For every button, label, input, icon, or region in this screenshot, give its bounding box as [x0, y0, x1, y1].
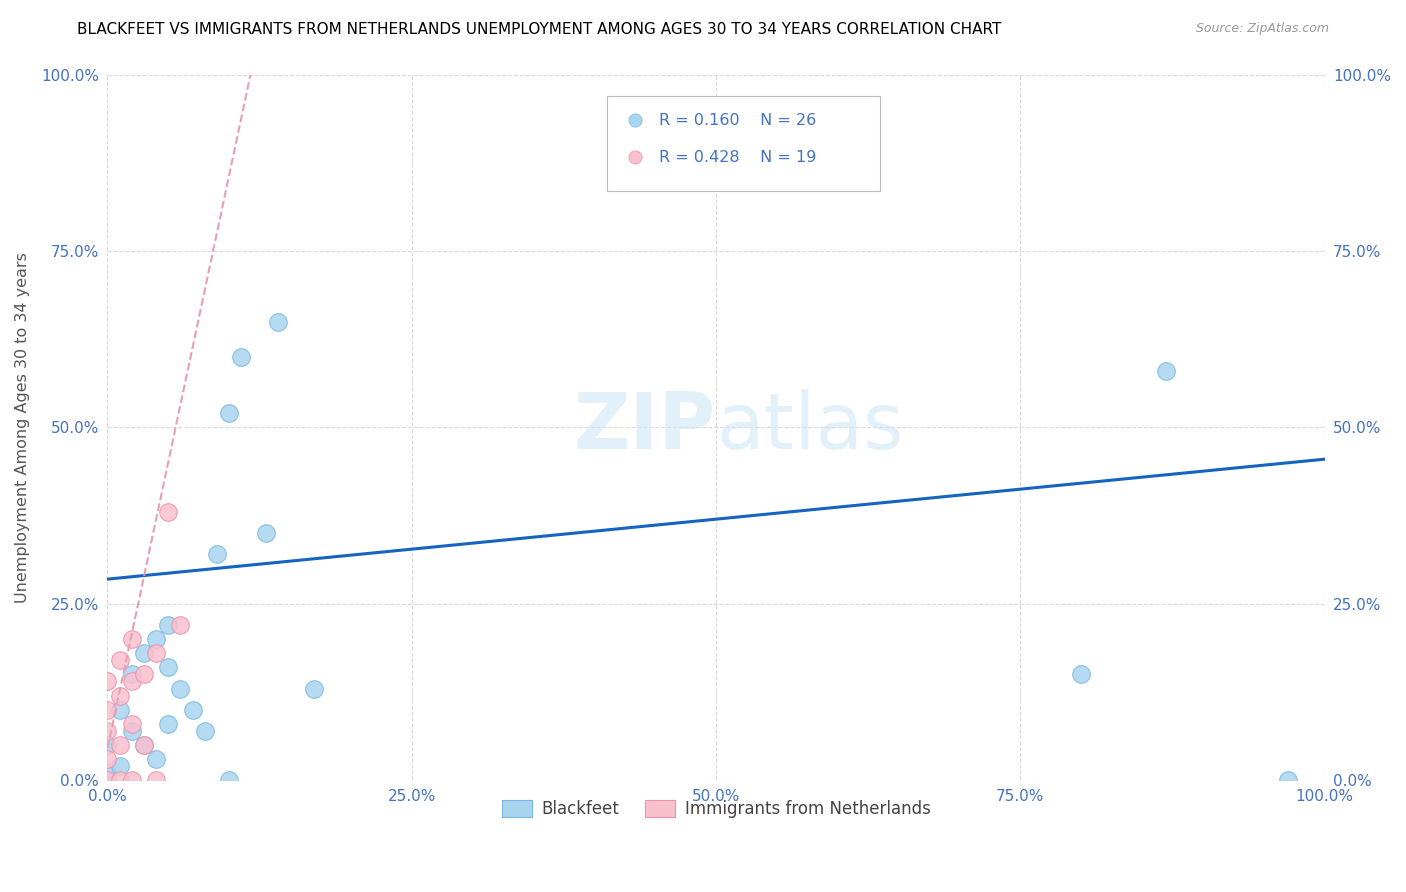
Point — [1156, 364, 1178, 378]
Point — [1070, 667, 1092, 681]
Point — [267, 314, 290, 328]
Point — [96, 723, 118, 738]
Point — [108, 703, 131, 717]
Point — [157, 660, 180, 674]
Text: atlas: atlas — [716, 390, 904, 466]
Point — [108, 759, 131, 773]
Point — [623, 113, 645, 128]
Point — [145, 646, 167, 660]
Point — [96, 752, 118, 766]
Point — [108, 689, 131, 703]
Point — [121, 667, 143, 681]
Point — [132, 646, 155, 660]
Point — [96, 773, 118, 788]
Point — [121, 632, 143, 647]
Point — [169, 618, 191, 632]
Point — [157, 716, 180, 731]
Point — [132, 738, 155, 752]
Point — [132, 667, 155, 681]
Point — [145, 632, 167, 647]
Point — [169, 681, 191, 696]
Point — [96, 766, 118, 780]
Legend: Blackfeet, Immigrants from Netherlands: Blackfeet, Immigrants from Netherlands — [495, 793, 936, 825]
Point — [231, 350, 253, 364]
Point — [157, 618, 180, 632]
Point — [145, 773, 167, 788]
Point — [121, 716, 143, 731]
Point — [304, 681, 326, 696]
Text: R = 0.428    N = 19: R = 0.428 N = 19 — [659, 150, 817, 165]
Point — [108, 738, 131, 752]
Point — [254, 526, 277, 541]
Point — [145, 752, 167, 766]
Point — [121, 674, 143, 689]
Text: ZIP: ZIP — [574, 390, 716, 466]
Point — [623, 150, 645, 164]
Point — [96, 703, 118, 717]
Point — [96, 674, 118, 689]
Text: BLACKFEET VS IMMIGRANTS FROM NETHERLANDS UNEMPLOYMENT AMONG AGES 30 TO 34 YEARS : BLACKFEET VS IMMIGRANTS FROM NETHERLANDS… — [77, 22, 1001, 37]
Point — [205, 548, 228, 562]
FancyBboxPatch shape — [606, 95, 880, 191]
Y-axis label: Unemployment Among Ages 30 to 34 years: Unemployment Among Ages 30 to 34 years — [15, 252, 30, 603]
Text: Source: ZipAtlas.com: Source: ZipAtlas.com — [1195, 22, 1329, 36]
Point — [108, 653, 131, 667]
Point — [1277, 773, 1299, 788]
Point — [121, 773, 143, 788]
Point — [108, 773, 131, 788]
Point — [157, 505, 180, 519]
Point — [181, 703, 204, 717]
Point — [132, 738, 155, 752]
Point — [218, 406, 240, 420]
Point — [96, 738, 118, 752]
Point — [121, 723, 143, 738]
Text: R = 0.160    N = 26: R = 0.160 N = 26 — [659, 113, 815, 128]
Point — [218, 773, 240, 788]
Point — [194, 723, 217, 738]
